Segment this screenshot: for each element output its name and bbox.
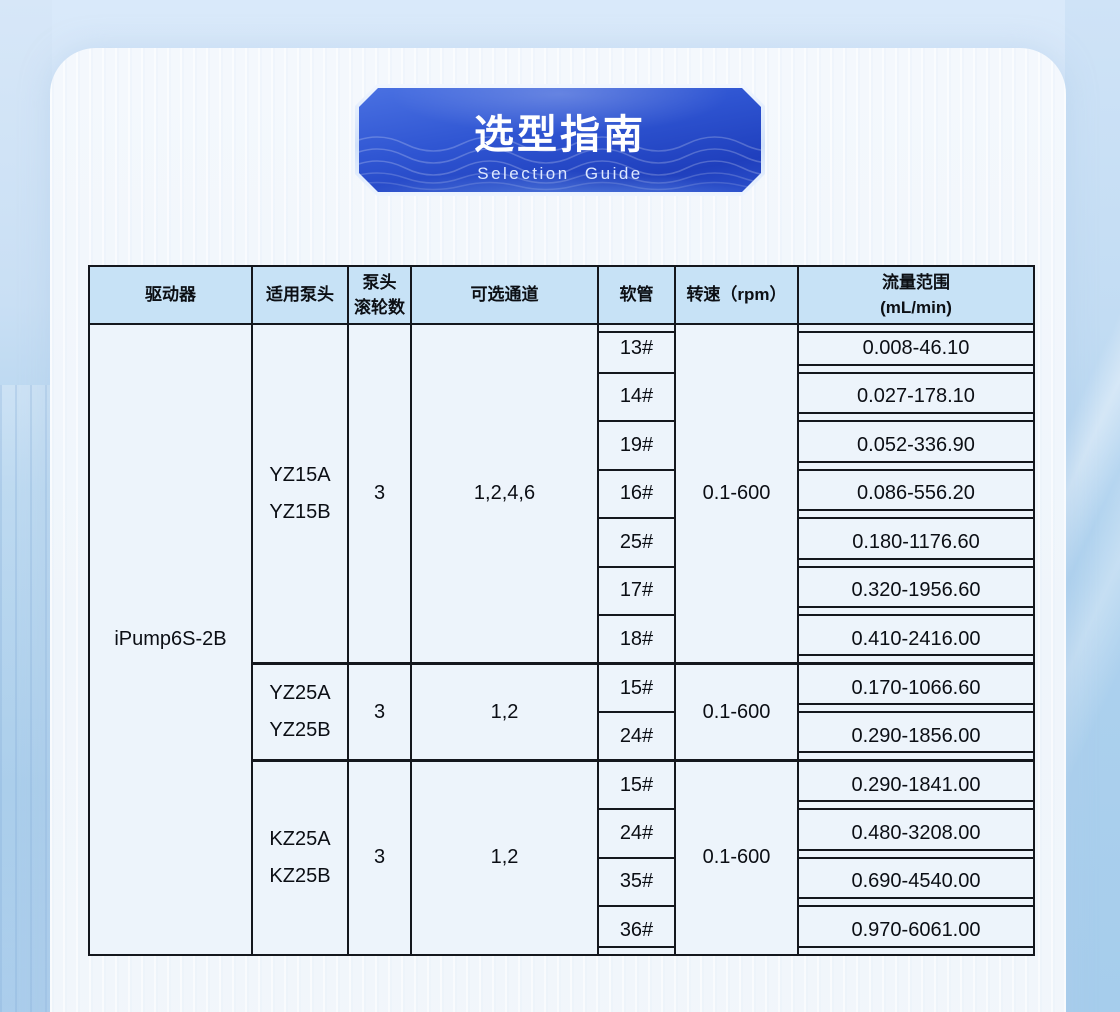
cell-flow-range: 0.320-1956.60 (797, 565, 1035, 616)
cell-tubing: 15# (597, 759, 676, 810)
pump-head-line: YZ25B (269, 719, 331, 741)
cell-tubing: 19# (597, 420, 676, 471)
banner-subtitle: Selection Guide (477, 164, 643, 183)
cell-flow-range: 0.410-2416.00 (797, 614, 1035, 665)
header-cell-flow-range: 流量范围 (mL/min) (797, 265, 1035, 325)
table-row: 16# 0.086-556.20 (89, 468, 1035, 519)
cell-tubing: 16# (597, 468, 676, 519)
background-right-decoration (1065, 0, 1120, 1012)
cell-rollers: 3 (347, 662, 412, 762)
pump-head-line: KZ25B (269, 864, 331, 887)
cell-speed: 0.1-600 (674, 662, 799, 762)
cell-tubing: 13# (597, 323, 676, 374)
table-row: 25# 0.180-1176.60 (89, 517, 1035, 568)
table-row: 18# 0.410-2416.00 (89, 614, 1035, 665)
cell-flow-range: 0.480-3208.00 (797, 808, 1035, 859)
cell-tubing: 24# (597, 808, 676, 859)
pump-head-line: KZ25A (269, 827, 331, 850)
selection-table: 驱动器 适用泵头 泵头 滚轮数 可选通道 软管 转速（rpm） 流量范围 (mL/min) iPu… (88, 265, 1035, 956)
cell-flow-range: 0.690-4540.00 (797, 856, 1035, 907)
header-label: 可选通道 (470, 285, 539, 305)
cell-flow-range: 0.290-1856.00 (797, 711, 1035, 762)
header-cell-tubing: 软管 (597, 265, 676, 325)
banner-title: 选型指南 (474, 113, 646, 157)
header-cell-channels: 可选通道 (410, 265, 599, 325)
header-label: 流量范围 (882, 272, 950, 292)
cell-flow-range: 0.008-46.10 (797, 323, 1035, 374)
cell-flow-range: 0.290-1841.00 (797, 759, 1035, 810)
header-label: 泵头 (362, 272, 397, 292)
table-row: 24# 0.290-1856.00 (89, 711, 1035, 762)
table-row: 36# 0.970-6061.00 (89, 905, 1035, 956)
header-label: 转速（rpm） (686, 285, 787, 305)
header-label: 滚轮数 (354, 298, 405, 317)
cell-flow-range: 0.027-178.10 (797, 371, 1035, 422)
cell-channels: 1,2 (410, 759, 599, 956)
header-label: 适用泵头 (266, 285, 334, 305)
pump-head-line: YZ15A (269, 463, 331, 486)
cell-speed: 0.1-600 (674, 759, 799, 956)
wave-decoration-icon (359, 122, 761, 192)
table-row: 19# 0.052-336.90 (89, 420, 1035, 471)
header-cell-driver: 驱动器 (88, 265, 253, 325)
cell-tubing: 24# (597, 711, 676, 762)
header-cell-rollers: 泵头 滚轮数 (347, 265, 412, 325)
cell-tubing: 25# (597, 517, 676, 568)
table-row: 17# 0.320-1956.60 (89, 565, 1035, 616)
table-row: 14# 0.027-178.10 (89, 371, 1035, 422)
cell-rollers: 3 (347, 323, 412, 665)
table-row: YZ25A YZ25B 3 1,2 15# 0.1-600 0.170-1066.60 (89, 662, 1035, 762)
header-cell-pump-head: 适用泵头 (251, 265, 349, 325)
cell-flow-range: 0.170-1066.60 (797, 662, 1035, 713)
cell-flow-range: 0.180-1176.60 (797, 517, 1035, 568)
cell-pump-head: YZ15A YZ15B (251, 323, 349, 665)
table-row: iPump6S-2B YZ15A YZ15B 3 1,2,4,6 13# 0.1-600 0.… (88, 323, 1035, 956)
cell-tubing: 35# (597, 856, 676, 907)
pump-head-line: YZ15B (269, 500, 331, 523)
cell-rollers: 3 (347, 759, 412, 956)
section-banner-core: 选型指南 Selection Guide (359, 88, 761, 192)
table-header: 驱动器 适用泵头 泵头 滚轮数 可选通道 软管 转速（rpm） 流量范围 (mL/min) (88, 265, 1035, 325)
table-body: iPump6S-2B YZ15A YZ15B 3 1,2,4,6 13# 0.1-600 0.… (88, 323, 1035, 956)
cell-flow-range: 0.086-556.20 (797, 468, 1035, 519)
header-cell-speed: 转速（rpm） (674, 265, 799, 325)
cell-tubing: 17# (597, 565, 676, 616)
cell-tubing: 15# (597, 662, 676, 713)
cell-driver: iPump6S-2B (88, 323, 253, 956)
cell-pump-head: YZ25A YZ25B (251, 662, 349, 762)
cell-tubing: 14# (597, 371, 676, 422)
header-label: (mL/min) (880, 298, 952, 317)
section-banner: 选型指南 Selection Guide (355, 84, 765, 196)
cell-channels: 1,2,4,6 (410, 323, 599, 665)
cell-speed: 0.1-600 (674, 323, 799, 665)
pump-head-line: YZ25A (269, 682, 331, 704)
cell-channels: 1,2 (410, 662, 599, 762)
cell-pump-head: KZ25A KZ25B (251, 759, 349, 956)
cell-flow-range: 0.970-6061.00 (797, 905, 1035, 956)
cell-flow-range: 0.052-336.90 (797, 420, 1035, 471)
background-left-decoration (0, 0, 52, 1012)
header-label: 驱动器 (145, 285, 196, 305)
table-row: 35# 0.690-4540.00 (89, 856, 1035, 907)
table-row: KZ25A KZ25B 3 1,2 15# 0.1-600 0.290-1841.00 (89, 759, 1035, 956)
table-row: 24# 0.480-3208.00 (89, 808, 1035, 859)
cell-tubing: 18# (597, 614, 676, 665)
header-label: 软管 (619, 285, 654, 305)
header-row: 驱动器 适用泵头 泵头 滚轮数 可选通道 软管 转速（rpm） 流量范围 (mL/min) (88, 265, 1035, 325)
cell-tubing: 36# (597, 905, 676, 956)
